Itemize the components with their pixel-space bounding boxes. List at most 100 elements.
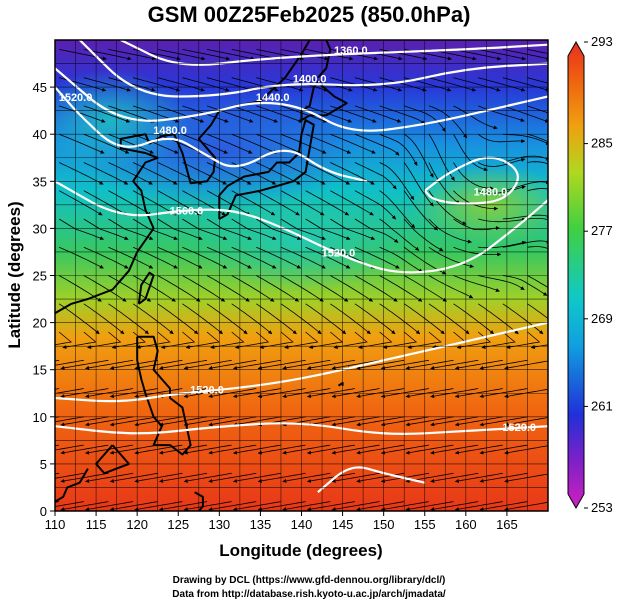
streamline: [183, 501, 232, 511]
contour-label: 1560.0: [170, 205, 204, 217]
x-axis: 110 115 120 125 130 135 140 145 150 155 160 165: [45, 511, 518, 532]
streamline: [504, 417, 548, 427]
contour-label: 1440.0: [256, 92, 290, 104]
streamline: [478, 275, 525, 291]
map-title: GSM 00Z25Feb2025 (850.0hPa): [148, 2, 471, 27]
y-tick-label: 45: [33, 80, 47, 95]
streamline: [108, 303, 149, 335]
streamline: [354, 246, 400, 269]
streamline: [504, 360, 548, 370]
colorbar-ticks: 293 285 277 269 261 253: [584, 34, 613, 515]
streamline: [430, 359, 479, 370]
streamline: [305, 133, 352, 154]
streamline: [257, 388, 306, 399]
streamline: [307, 501, 355, 511]
streamline: [83, 133, 130, 154]
streamline: [478, 105, 525, 122]
streamline: [307, 388, 355, 399]
streamline: [380, 444, 429, 455]
contour-label: 1520.0: [502, 422, 536, 434]
streamline: [108, 49, 157, 61]
streamline: [134, 472, 183, 483]
streamline: [231, 218, 277, 240]
streamline: [379, 190, 416, 229]
streamline: [478, 157, 526, 167]
streamline: [134, 359, 183, 370]
streamline: [132, 190, 177, 216]
streamline: [83, 246, 129, 269]
streamline: [256, 303, 297, 335]
streamline: [85, 359, 134, 370]
colorbar: 293 285 277 269 261 253: [567, 34, 613, 515]
streamline: [502, 105, 548, 123]
streamline: [108, 105, 155, 123]
streamline: [428, 275, 474, 299]
streamline: [256, 105, 303, 123]
contour-label: 1360.0: [334, 45, 368, 57]
streamline: [379, 218, 420, 251]
streamline: [453, 49, 502, 61]
streamline: [356, 388, 405, 399]
streamline: [280, 49, 329, 61]
streamline: [356, 444, 405, 455]
streamline: [183, 444, 232, 455]
streamline: [231, 303, 273, 335]
streamline: [55, 388, 60, 390]
height-contours: [55, 40, 548, 494]
streamline: [132, 275, 176, 302]
streamline: [83, 275, 127, 302]
streamline: [331, 501, 380, 511]
streamline: [233, 388, 282, 399]
streamline: [233, 501, 282, 511]
streamline: [132, 218, 178, 240]
streamline: [527, 49, 548, 54]
streamline: [83, 303, 125, 335]
streamline: [157, 275, 201, 302]
streamline: [356, 501, 405, 511]
streamline: [331, 444, 380, 455]
x-tick-label: 115: [86, 517, 107, 532]
streamline: [182, 303, 223, 335]
streamline: [331, 472, 380, 483]
streamline: [331, 359, 380, 370]
streamline: [157, 49, 206, 61]
streamline: [58, 303, 100, 335]
streamline: [256, 275, 300, 302]
streamline: [479, 501, 528, 511]
streamline: [183, 359, 232, 370]
streamline: [206, 303, 248, 335]
streamline: [527, 218, 548, 221]
contour-line: [423, 156, 519, 205]
streamline: [380, 501, 429, 511]
streamline: [208, 416, 257, 427]
streamline: [109, 359, 158, 370]
streamline: [256, 190, 300, 216]
streamline: [183, 472, 232, 483]
streamline: [157, 105, 205, 123]
streamline: [453, 77, 501, 92]
streamline: [208, 359, 257, 370]
streamline: [477, 303, 519, 335]
streamline: [55, 444, 60, 447]
streamline: [108, 162, 153, 185]
streamline: [454, 444, 503, 455]
streamline: [157, 246, 203, 269]
streamline: [354, 133, 400, 156]
streamline: [430, 444, 479, 455]
streamline: [206, 190, 251, 216]
streamline: [83, 105, 131, 123]
streamline: [502, 49, 548, 61]
streamline: [502, 239, 548, 248]
streamline: [233, 416, 282, 427]
streamline: [108, 133, 154, 154]
streamline: [403, 133, 434, 178]
streamline: [453, 275, 500, 292]
contour-line: [55, 67, 548, 132]
streamline: [55, 331, 73, 346]
streamline: [454, 416, 503, 427]
x-tick-label: 140: [291, 517, 313, 532]
streamline: [257, 472, 306, 483]
streamline: [132, 162, 178, 185]
streamline: [453, 105, 498, 130]
streamline: [453, 303, 495, 335]
